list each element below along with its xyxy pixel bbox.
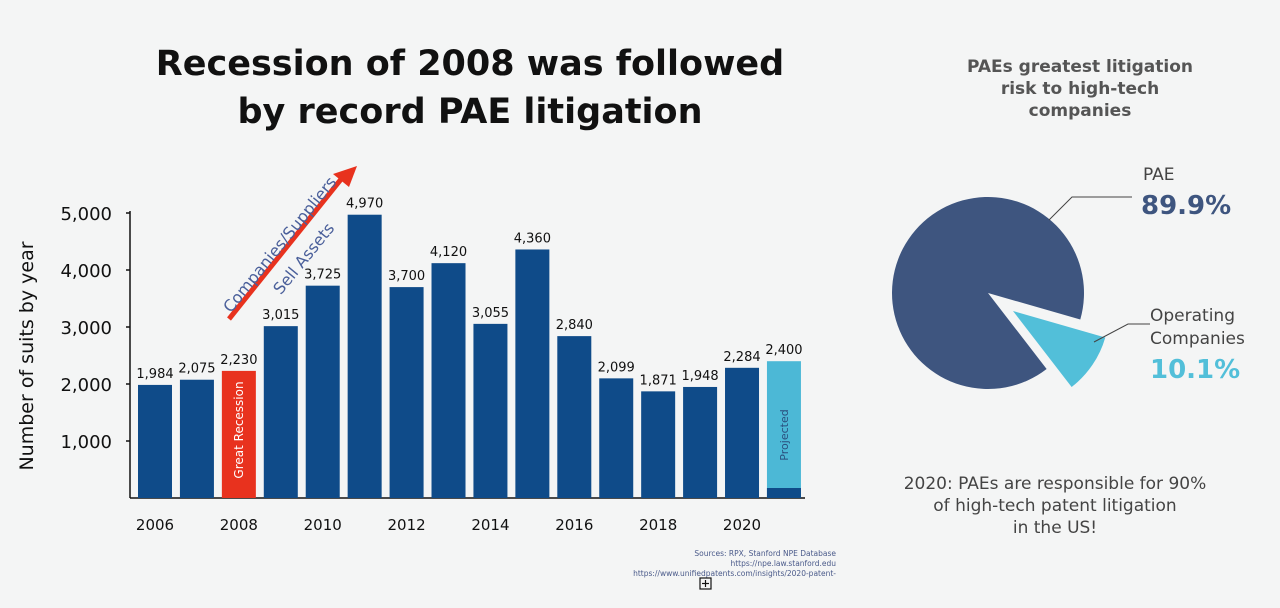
bar-2010 [305,285,340,498]
pie-chart: PAE 89.9% Operating Companies 10.1% [892,165,1245,390]
value-label: 3,055 [472,306,509,321]
value-label: 1,948 [681,369,718,384]
bar-2007 [179,379,214,498]
value-label: 2,840 [556,318,593,333]
bar-2017 [599,378,634,498]
y-tick-label: 1,000 [60,432,112,453]
value-label: 2,099 [598,360,635,375]
value-label: 3,015 [262,308,299,323]
sources-line-2: https://npe.law.stanford.edu [730,559,836,568]
value-label: 2,230 [220,353,257,368]
sources-line-3[interactable]: https://www.unifiedpatents.com/insights/… [633,569,836,578]
bar-2020 [725,367,760,498]
footer-line-1: 2020: PAEs are responsible for 90% [903,474,1207,494]
bar-2021-actual [766,488,801,498]
bar-2021 [766,361,801,498]
bar-2008 [221,370,256,498]
x-tick-label: 2010 [304,516,342,534]
title-line-2: by record PAE litigation [237,92,703,132]
operating-label-line-1: Operating [1150,306,1235,326]
arrow-head [333,166,357,187]
pie-title-line-1: PAEs greatest litigation [966,57,1194,77]
x-tick-label: 2006 [136,516,174,534]
value-label: 1,984 [136,367,173,382]
y-axis-label: Number of suits by year [16,241,38,470]
value-label: 4,970 [346,197,383,212]
bar-2013 [431,263,466,498]
value-label: 4,360 [514,231,551,246]
pie-title-line-3: companies [1028,101,1132,121]
pae-label: PAE [1143,165,1175,185]
value-label: 3,700 [388,269,425,284]
footer-line-3: in the US! [1012,518,1098,538]
sources: Sources: RPX, Stanford NPE Database http… [560,549,836,579]
y-tick-label: 4,000 [60,261,112,282]
operating-leader-line [1093,323,1150,343]
bar-2015 [515,249,550,498]
bar-2014 [473,323,508,498]
x-tick-label: 2018 [639,516,677,534]
bar-2012 [389,287,424,498]
x-tick-label: 2014 [471,516,509,534]
x-tick-label: 2020 [723,516,761,534]
footer-note: 2020: PAEs are responsible for 90% of hi… [870,473,1240,539]
bar-2006 [138,384,172,498]
x-tick-label: 2012 [387,516,425,534]
pie-title-line-2: risk to high-tech [1000,79,1160,99]
value-label: 1,871 [640,373,677,388]
sources-line-1: Sources: RPX, Stanford NPE Database [694,549,836,558]
pie-slice-operating-companies [1013,311,1106,388]
bar-2009 [263,326,298,498]
value-label: 4,120 [430,245,467,260]
y-tick-label: 3,000 [60,318,112,339]
pie-slice-pae [892,197,1084,390]
operating-value: 10.1% [1150,355,1240,385]
value-label: 3,725 [304,268,341,283]
x-tick-label: 2016 [555,516,593,534]
chart-title: Recession of 2008 was followed by record… [120,40,820,136]
bar-2011 [347,214,382,498]
value-label: 2,400 [765,343,802,358]
bar-note: Great Recession [232,381,246,478]
bar-2019 [683,386,718,498]
title-line-1: Recession of 2008 was followed [155,44,785,84]
bar-2016 [557,336,592,498]
value-label: 2,284 [723,350,760,365]
bar-2018 [641,391,676,498]
expand-icon[interactable] [699,577,712,590]
value-label: 2,075 [178,362,215,377]
x-tick-label: 2008 [220,516,258,534]
y-tick-label: 2,000 [60,375,112,396]
pae-value: 89.9% [1141,191,1231,221]
trend-arrow [227,176,344,321]
bar-chart: 1,000 2,000 3,000 4,000 5,000 Number of suits… [16,166,805,534]
bar-note: Projected [778,409,791,460]
y-tick-label: 5,000 [60,204,112,225]
pie-title: PAEs greatest litigation risk to high-te… [930,56,1230,122]
operating-label-line-2: Companies [1150,329,1245,349]
footer-line-2: of high-tech patent litigation [933,496,1177,516]
pae-leader-line [1048,196,1132,221]
